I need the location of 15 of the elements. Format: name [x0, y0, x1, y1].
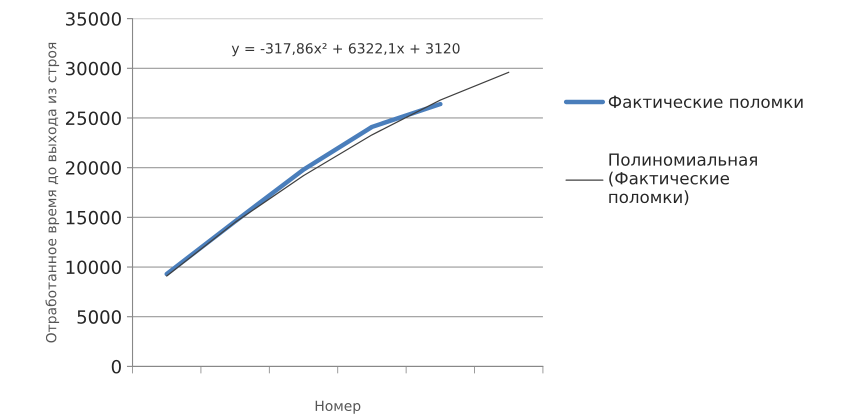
- annotation: y = -317,86x² + 6322,1x + 3120: [232, 43, 460, 56]
- y-tick-label: 35000: [66, 12, 121, 26]
- y-tick-label: 20000: [66, 161, 121, 175]
- y-tick-label: 25000: [66, 111, 121, 126]
- line-series: [166, 72, 510, 277]
- y-axis-title: Отработанное время до выхода из строя: [45, 42, 60, 343]
- y-tick-label: 30000: [66, 62, 121, 76]
- y-tick-label: 5000: [78, 310, 121, 324]
- x-axis-title: Номер: [316, 400, 360, 414]
- legend-label: Полиномиальная (Фактические поломки): [609, 153, 757, 206]
- y-tick-label: 10000: [66, 260, 121, 274]
- y-tick-label: 0: [112, 360, 121, 374]
- y-tick-label: 15000: [66, 210, 121, 224]
- line-series: [164, 102, 443, 276]
- legend-label: Фактические поломки: [608, 96, 803, 108]
